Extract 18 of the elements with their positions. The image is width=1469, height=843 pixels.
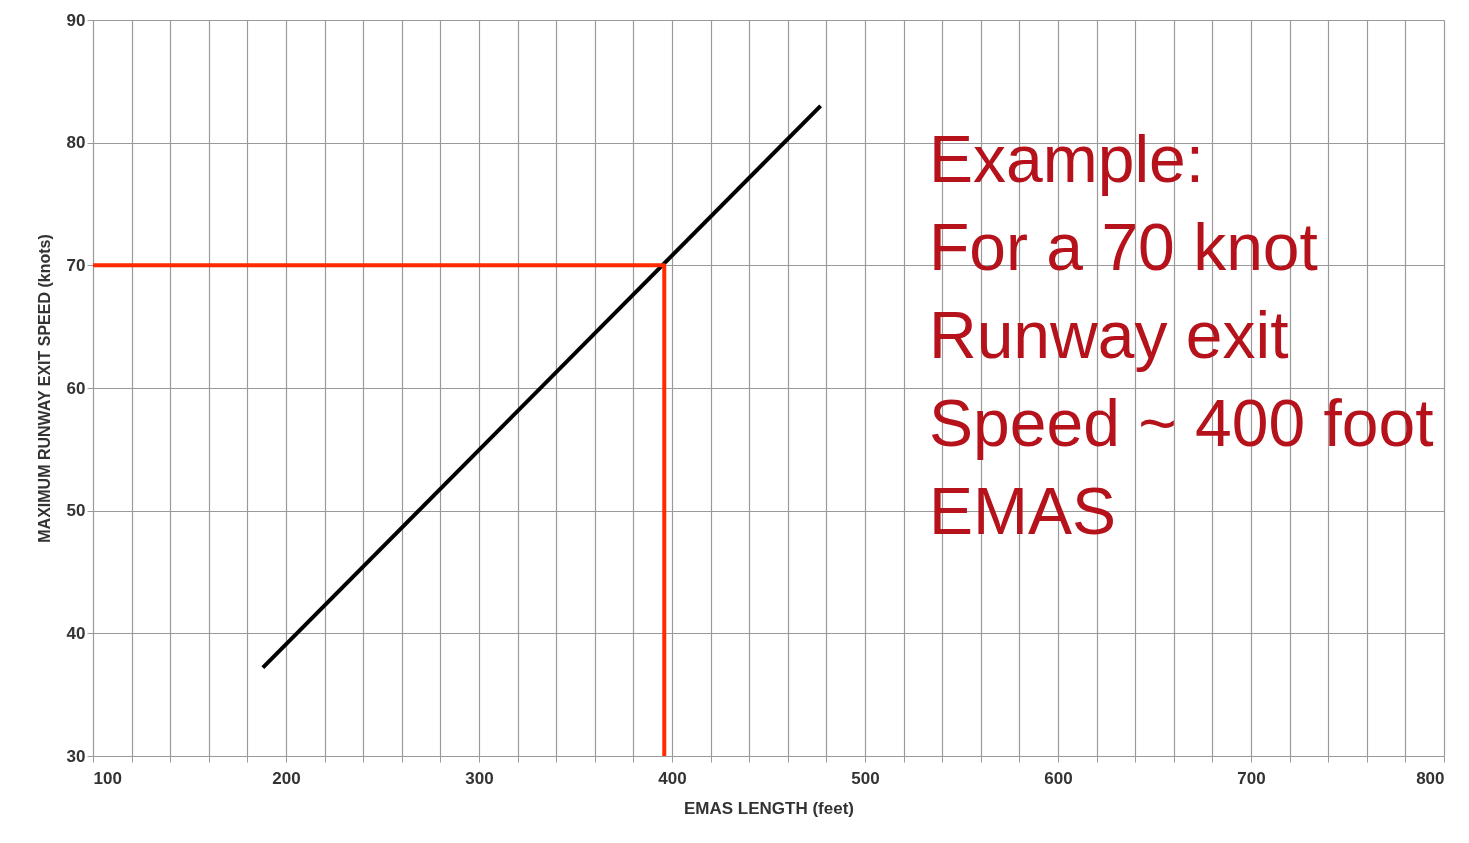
x-tick-label: 200 [272,768,301,788]
x-tick-label: 400 [658,768,687,788]
x-axis-title: EMAS LENGTH (feet) [684,798,854,818]
x-tick-label: 700 [1237,768,1266,788]
x-tick-label: 500 [851,768,880,788]
y-tick-label: 30 [66,746,86,766]
x-tick-label: 300 [465,768,494,788]
x-tick-label: 600 [1044,768,1073,788]
y-tick-label: 90 [66,10,86,30]
y-tick-label: 60 [66,378,86,398]
annotation: Example: For a 70 knot Runway exit Speed ~ 400 foot EMAS [929,122,1434,548]
y-tick-label: 40 [66,623,86,643]
y-tick-label: 80 [66,133,86,153]
y-axis-title: MAXIMUM RUNWAY EXIT SPEED (knots) [35,234,53,543]
x-tick-label: 100 [93,768,122,788]
y-tick-label: 50 [66,501,86,521]
x-tick-label: 800 [1416,768,1445,788]
y-tick-label: 70 [66,255,86,275]
